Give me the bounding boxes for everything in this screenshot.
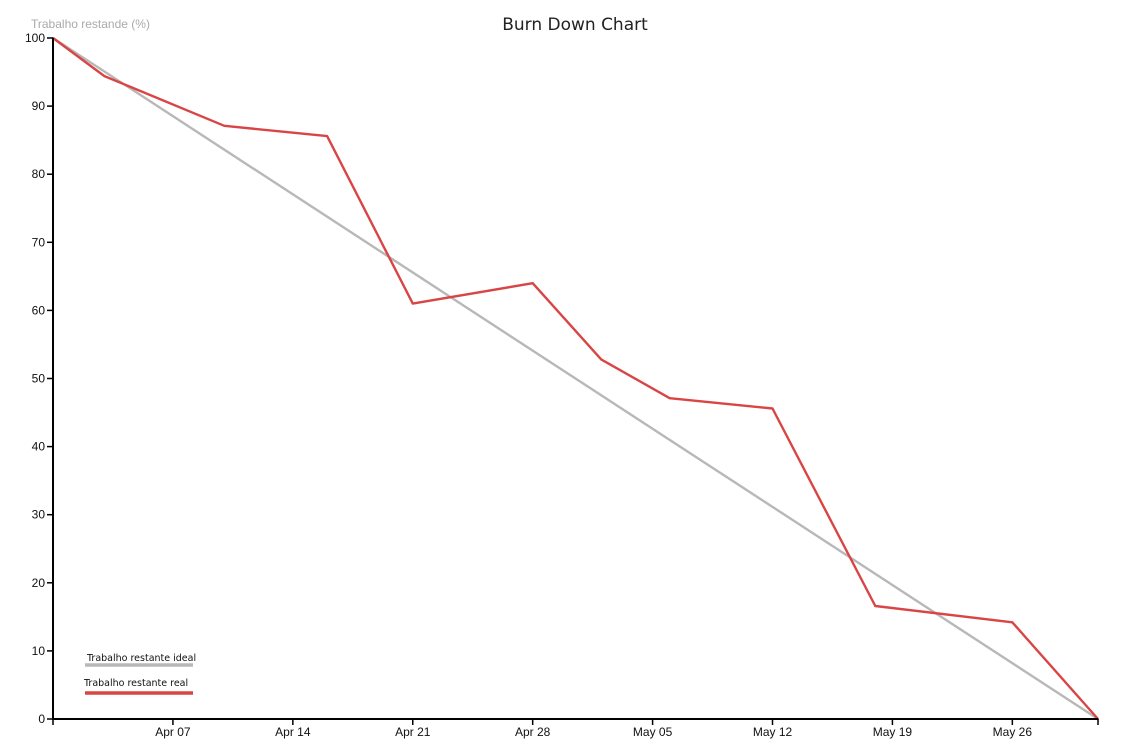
x-tick-label-may-26: May 26 [993, 725, 1033, 739]
real-data-point-4 [411, 302, 414, 305]
legend-label-ideal: Trabalho restante ideal [86, 653, 196, 664]
x-tick-label-apr-07: Apr 07 [155, 725, 191, 739]
real-data-point-6 [600, 358, 603, 361]
real-data-point-9 [874, 605, 877, 607]
y-tick-label-80: 80 [32, 167, 46, 181]
x-tick-label-apr-21: Apr 21 [395, 725, 431, 739]
real-data-point-7 [668, 397, 671, 400]
y-tick-label-90: 90 [32, 99, 46, 113]
x-tick-label-may-05: May 05 [633, 725, 673, 739]
real-series-line [52, 37, 1099, 720]
y-tick-label-70: 70 [32, 235, 46, 249]
x-axis-ticks: Apr 07 Apr 14 Apr 21 Apr 28 May 05 May 12 May … [52, 719, 1099, 739]
real-data-point-8 [771, 407, 774, 410]
y-axis-ticks: 0 10 20 30 40 50 60 70 80 90 100 [25, 31, 53, 726]
x-tick-label-may-12: May 12 [753, 725, 793, 739]
legend-item-real: Trabalho restante real [83, 678, 193, 695]
y-tick-label-10: 10 [32, 644, 46, 658]
real-data-point-2 [223, 124, 226, 127]
y-tick-label-50: 50 [32, 372, 46, 386]
legend: Trabalho restante ideal Trabalho restant… [83, 653, 196, 695]
x-tick-label-apr-28: Apr 28 [515, 725, 551, 739]
y-axis-label: Trabalho restande (%) [31, 17, 150, 31]
legend-item-ideal: Trabalho restante ideal [85, 653, 196, 667]
real-data-point-1 [103, 75, 106, 78]
y-tick-label-30: 30 [32, 508, 46, 522]
real-data-point-5 [531, 282, 534, 285]
y-tick-label-0: 0 [38, 712, 45, 726]
legend-label-real: Trabalho restante real [83, 678, 188, 689]
real-data-point-3 [326, 135, 329, 138]
y-tick-label-20: 20 [32, 576, 46, 590]
ideal-series-line [52, 36, 1099, 721]
series-layer [52, 36, 1099, 721]
y-tick-label-100: 100 [25, 31, 45, 45]
x-tick-label-apr-14: Apr 14 [275, 725, 311, 739]
real-data-point-10 [1011, 621, 1014, 624]
y-tick-label-40: 40 [32, 440, 46, 454]
y-tick-label-60: 60 [32, 303, 46, 317]
x-tick-label-may-19: May 19 [873, 725, 913, 739]
chart-title: Burn Down Chart [502, 15, 648, 35]
